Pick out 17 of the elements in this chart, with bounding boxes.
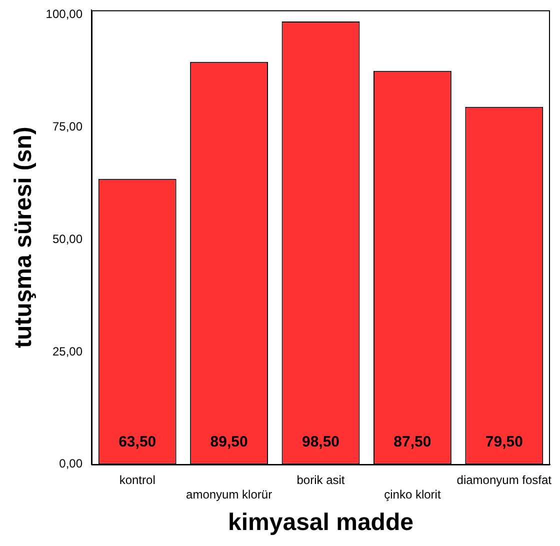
x-axis-title: kimyasal madde	[228, 509, 414, 536]
x-tick-label: çinko klorit	[384, 487, 442, 502]
y-axis-title: tutuşma süresi (sn)	[10, 126, 38, 348]
data-label: 79,50	[485, 434, 523, 451]
x-tick-label: diamonyum fosfat	[456, 472, 552, 487]
y-tick-label: 50,00	[52, 232, 83, 246]
data-label: 89,50	[210, 434, 248, 451]
x-tick-label: borik asit	[296, 472, 346, 487]
y-tick-label: 25,00	[52, 344, 83, 358]
y-tick-label: 100,00	[46, 7, 83, 22]
x-tick-label: amonyum klorür	[186, 487, 272, 502]
x-tick-label: kontrol	[119, 472, 156, 487]
data-label: 87,50	[394, 434, 432, 451]
data-label: 63,50	[118, 434, 156, 451]
y-tick-label: 75,00	[52, 119, 83, 134]
y-tick-label: 0,00	[59, 456, 83, 471]
data-label: 98,50	[302, 434, 340, 451]
